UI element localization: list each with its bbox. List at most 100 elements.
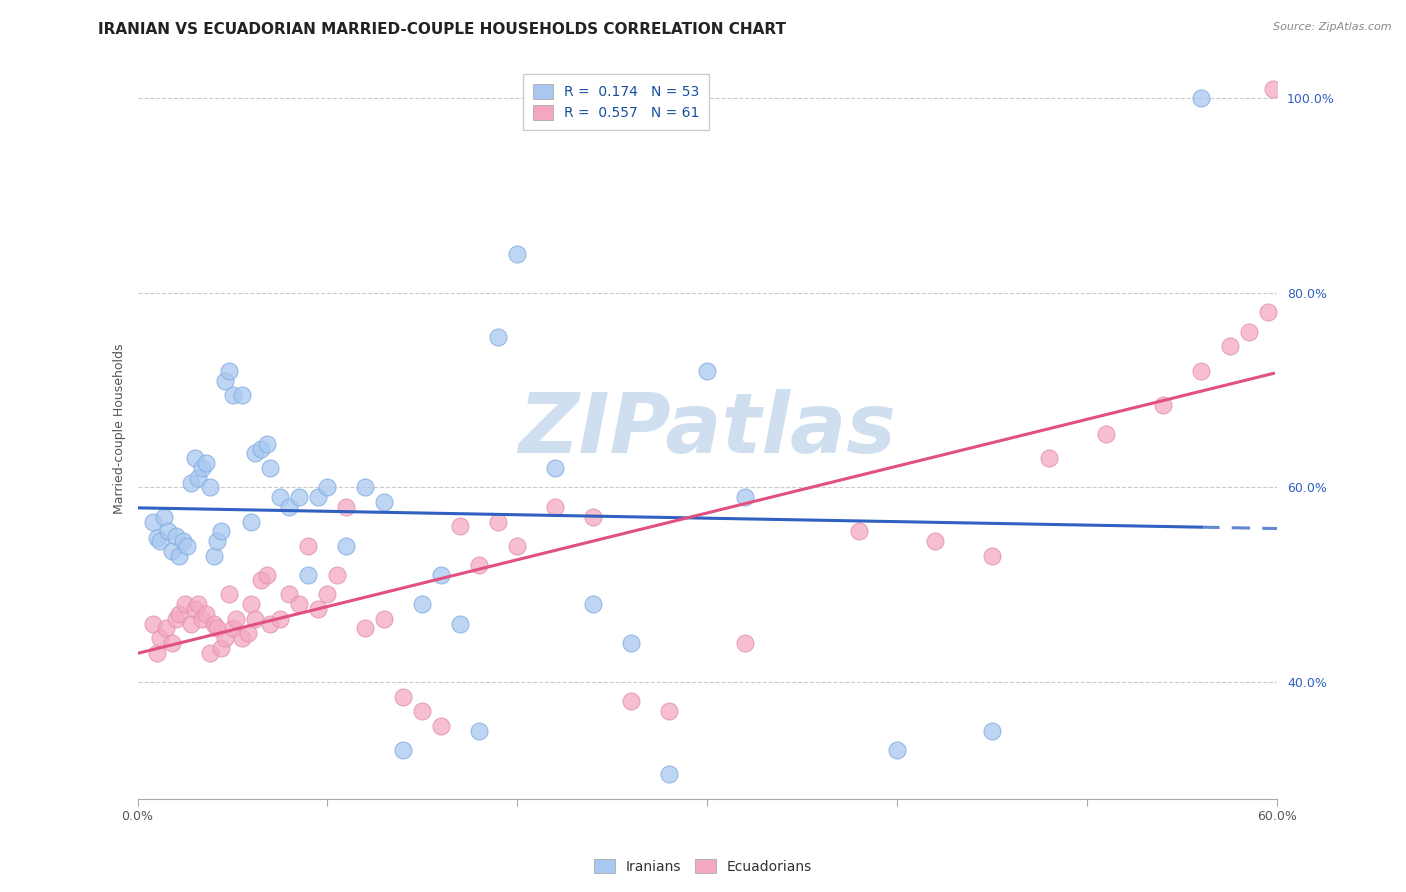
Point	[180, 475, 202, 490]
Point	[194, 456, 217, 470]
Point	[202, 616, 225, 631]
Point	[160, 636, 183, 650]
Point	[160, 543, 183, 558]
Point	[221, 388, 243, 402]
Point	[259, 461, 281, 475]
Point	[1189, 91, 1212, 105]
Text: ZIPatlas: ZIPatlas	[519, 389, 896, 469]
Point	[153, 509, 176, 524]
Point	[149, 631, 172, 645]
Text: IRANIAN VS ECUADORIAN MARRIED-COUPLE HOUSEHOLDS CORRELATION CHART: IRANIAN VS ECUADORIAN MARRIED-COUPLE HOU…	[98, 22, 786, 37]
Point	[250, 442, 273, 456]
Point	[231, 631, 253, 645]
Point	[288, 490, 311, 504]
Point	[269, 612, 291, 626]
Point	[316, 587, 339, 601]
Point	[326, 568, 349, 582]
Point	[430, 568, 453, 582]
Point	[209, 640, 232, 655]
Point	[191, 461, 214, 475]
Point	[620, 694, 643, 708]
Legend: R =  0.174   N = 53, R =  0.557   N = 61: R = 0.174 N = 53, R = 0.557 N = 61	[523, 74, 709, 130]
Point	[198, 481, 221, 495]
Point	[886, 743, 908, 757]
Point	[1263, 82, 1285, 96]
Point	[245, 612, 267, 626]
Point	[231, 388, 253, 402]
Point	[307, 490, 329, 504]
Point	[218, 364, 240, 378]
Point	[486, 515, 509, 529]
Point	[207, 533, 229, 548]
Point	[506, 247, 529, 261]
Point	[734, 490, 756, 504]
Point	[411, 704, 433, 718]
Point	[1189, 364, 1212, 378]
Point	[544, 500, 567, 514]
Point	[165, 529, 187, 543]
Point	[149, 533, 172, 548]
Point	[468, 558, 491, 573]
Point	[169, 607, 191, 621]
Point	[218, 587, 240, 601]
Point	[354, 481, 377, 495]
Point	[180, 616, 202, 631]
Point	[582, 597, 605, 611]
Point	[506, 539, 529, 553]
Point	[191, 612, 214, 626]
Point	[1237, 325, 1260, 339]
Point	[202, 549, 225, 563]
Point	[848, 524, 870, 539]
Point	[256, 568, 278, 582]
Point	[468, 723, 491, 738]
Point	[316, 481, 339, 495]
Point	[187, 471, 209, 485]
Point	[373, 495, 395, 509]
Point	[256, 436, 278, 450]
Point	[411, 597, 433, 611]
Point	[981, 549, 1004, 563]
Point	[582, 509, 605, 524]
Point	[221, 622, 243, 636]
Point	[734, 636, 756, 650]
Point	[165, 612, 187, 626]
Point	[214, 631, 236, 645]
Point	[236, 626, 259, 640]
Point	[172, 533, 194, 548]
Point	[174, 597, 197, 611]
Point	[335, 500, 357, 514]
Point	[486, 330, 509, 344]
Point	[183, 602, 205, 616]
Point	[155, 622, 177, 636]
Point	[307, 602, 329, 616]
Point	[658, 704, 681, 718]
Point	[183, 451, 205, 466]
Legend: Iranians, Ecuadorians: Iranians, Ecuadorians	[586, 852, 820, 880]
Point	[214, 374, 236, 388]
Point	[449, 616, 471, 631]
Point	[156, 524, 179, 539]
Point	[198, 646, 221, 660]
Point	[297, 539, 319, 553]
Point	[194, 607, 217, 621]
Point	[225, 612, 247, 626]
Point	[269, 490, 291, 504]
Point	[392, 690, 415, 704]
Point	[1038, 451, 1060, 466]
Point	[335, 539, 357, 553]
Text: Source: ZipAtlas.com: Source: ZipAtlas.com	[1274, 22, 1392, 32]
Point	[449, 519, 471, 533]
Point	[373, 612, 395, 626]
Y-axis label: Married-couple Households: Married-couple Households	[114, 344, 127, 515]
Point	[145, 646, 167, 660]
Point	[1257, 305, 1279, 319]
Point	[430, 719, 453, 733]
Point	[207, 622, 229, 636]
Point	[924, 533, 946, 548]
Point	[544, 461, 567, 475]
Point	[696, 364, 718, 378]
Point	[392, 743, 415, 757]
Point	[169, 549, 191, 563]
Point	[259, 616, 281, 631]
Point	[288, 597, 311, 611]
